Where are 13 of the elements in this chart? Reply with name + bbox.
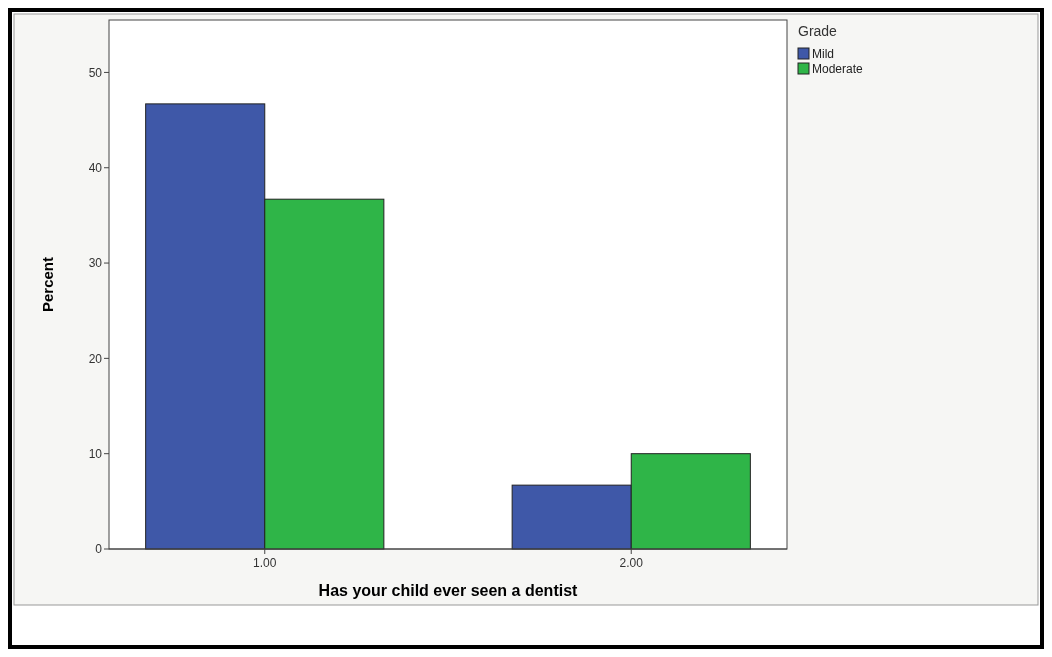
y-tick-label: 10 (88, 446, 103, 461)
y-tick-label: 30 (88, 256, 103, 271)
x-tick-label: 2.00 (619, 556, 644, 570)
y-tick-label: 50 (88, 65, 103, 80)
legend-label: Mild (812, 47, 835, 61)
legend-label: Moderate (812, 62, 864, 76)
y-axis-title: Percent (39, 256, 56, 313)
y-tick-label: 0 (95, 542, 103, 557)
legend-title: Grade (798, 23, 838, 39)
y-tick-label: 20 (88, 351, 103, 366)
y-tick-label: 40 (88, 160, 103, 175)
x-tick-label: 1.00 (253, 556, 277, 570)
x-axis-title: Has your child ever seen a dentist (318, 582, 579, 599)
